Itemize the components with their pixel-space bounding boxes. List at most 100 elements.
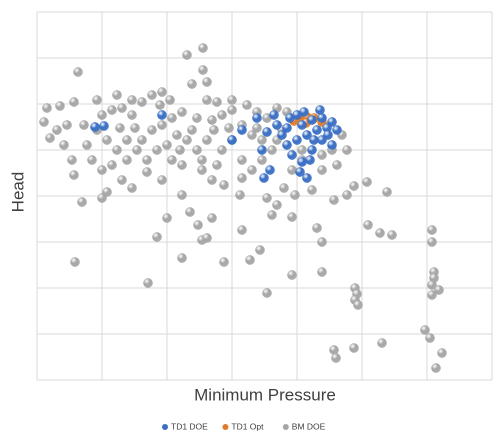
point (202, 77, 212, 87)
point (247, 130, 257, 140)
point (342, 190, 352, 200)
point (107, 105, 117, 115)
point (187, 79, 197, 89)
point (127, 183, 137, 193)
point (155, 100, 165, 110)
legend-label: TD1 Opt (231, 421, 264, 431)
point (349, 343, 359, 353)
point (92, 95, 102, 105)
point (267, 210, 277, 220)
point (292, 135, 302, 145)
point (182, 50, 192, 60)
point (69, 97, 79, 107)
point (227, 95, 237, 105)
point (299, 107, 309, 117)
point (132, 145, 142, 155)
point (107, 160, 117, 170)
legend-marker (162, 424, 168, 430)
point (219, 257, 229, 267)
point (265, 165, 275, 175)
point (167, 113, 177, 123)
point (152, 232, 162, 242)
point (317, 165, 327, 175)
point (172, 130, 182, 140)
legend: TD1 DOE TD1 Opt BM DOE (162, 421, 326, 431)
point (307, 185, 317, 195)
point (142, 167, 152, 177)
point (387, 230, 397, 240)
point (272, 200, 282, 210)
point (377, 338, 387, 348)
point (82, 140, 92, 150)
point (177, 253, 187, 263)
point (197, 165, 207, 175)
point (277, 130, 287, 140)
point (209, 125, 219, 135)
legend-label: TD1 DOE (171, 421, 208, 431)
point (245, 255, 255, 265)
point (69, 170, 79, 180)
point (117, 103, 127, 113)
point (198, 43, 208, 53)
point (257, 145, 267, 155)
point (127, 95, 137, 105)
point (197, 155, 207, 165)
point (219, 180, 229, 190)
point (434, 285, 444, 295)
point (312, 125, 322, 135)
point (252, 123, 262, 133)
point (282, 140, 292, 150)
point (272, 120, 282, 130)
point (192, 113, 202, 123)
point (295, 167, 305, 177)
point (175, 145, 185, 155)
point (187, 125, 197, 135)
point (117, 175, 127, 185)
point (252, 113, 262, 123)
point (327, 140, 337, 150)
point (97, 110, 107, 120)
point (427, 290, 437, 300)
point (353, 300, 363, 310)
point (87, 155, 97, 165)
point (362, 177, 372, 187)
point (130, 123, 140, 133)
point (262, 127, 272, 137)
point (207, 175, 217, 185)
point (425, 333, 435, 343)
point (427, 237, 437, 247)
point (427, 280, 437, 290)
point (59, 140, 69, 150)
point (102, 187, 112, 197)
point (267, 145, 277, 155)
point (99, 121, 109, 131)
point (235, 190, 245, 200)
point (177, 107, 187, 117)
point (67, 155, 77, 165)
point (207, 213, 217, 223)
y-axis-label: Head (8, 172, 27, 213)
point (317, 113, 327, 123)
point (224, 123, 234, 133)
point (332, 160, 342, 170)
point (77, 197, 87, 207)
point (297, 157, 307, 167)
point (315, 105, 325, 115)
point (157, 175, 167, 185)
point (287, 150, 297, 160)
point (39, 117, 49, 127)
point (193, 220, 203, 230)
point (327, 117, 337, 127)
point (157, 110, 167, 120)
point (237, 155, 247, 165)
point (349, 181, 359, 191)
point (112, 145, 122, 155)
point (227, 105, 237, 115)
point (309, 135, 319, 145)
point (302, 130, 312, 140)
point (342, 145, 352, 155)
point (329, 345, 339, 355)
point (437, 348, 447, 358)
point (162, 140, 172, 150)
point (167, 155, 177, 165)
